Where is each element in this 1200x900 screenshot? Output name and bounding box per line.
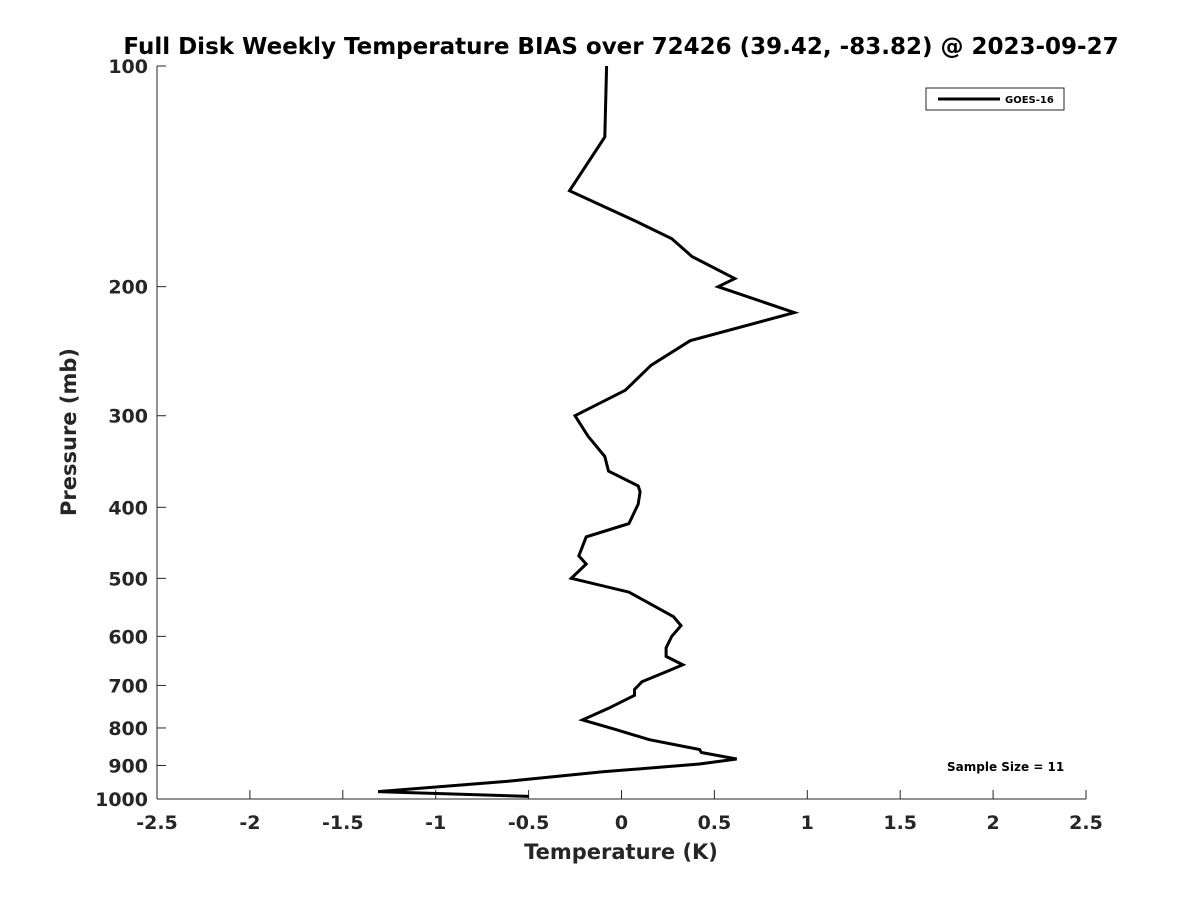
x-tick-label: 0.5 <box>698 812 732 834</box>
y-tick-label: 700 <box>108 675 148 697</box>
x-tick-label: -2 <box>239 812 260 834</box>
x-tick-label: -1 <box>425 812 446 834</box>
sample-size-annotation: Sample Size = 11 <box>947 760 1064 774</box>
series-layer <box>377 65 800 798</box>
y-tick-label: 200 <box>108 277 148 299</box>
x-axis-ticks: -2.5 -2 -1.5 -1 -0.5 0 0.5 1 1.5 2 2.5 <box>136 790 1103 834</box>
x-tick-label: 1 <box>801 812 814 834</box>
series-line-goes-16 <box>377 65 800 798</box>
x-tick-label: -1.5 <box>322 812 364 834</box>
y-axis-ticks: 100 200 300 400 500 600 700 800 900 1000 <box>95 56 166 811</box>
y-tick-label: 400 <box>108 497 148 519</box>
chart-title: Full Disk Weekly Temperature BIAS over 7… <box>123 34 1118 60</box>
legend: GOES-16 <box>925 87 1065 111</box>
x-tick-label: -2.5 <box>136 812 178 834</box>
plot-axes <box>156 66 1086 800</box>
x-tick-label: 0 <box>615 812 628 834</box>
x-tick-label: -0.5 <box>508 812 550 834</box>
y-tick-label: 1000 <box>95 789 148 811</box>
x-axis-label: Temperature (K) <box>524 840 718 864</box>
y-tick-label: 800 <box>108 718 148 740</box>
y-axis-label: Pressure (mb) <box>57 348 81 516</box>
y-tick-label: 900 <box>108 755 148 777</box>
x-tick-label: 2.5 <box>1069 812 1103 834</box>
legend-label-goes-16: GOES-16 <box>1005 95 1054 106</box>
y-tick-label: 500 <box>108 568 148 590</box>
y-tick-label: 100 <box>108 56 148 78</box>
y-tick-label: 300 <box>108 406 148 428</box>
x-tick-label: 2 <box>986 812 999 834</box>
y-tick-label: 600 <box>108 626 148 648</box>
x-tick-label: 1.5 <box>883 812 917 834</box>
